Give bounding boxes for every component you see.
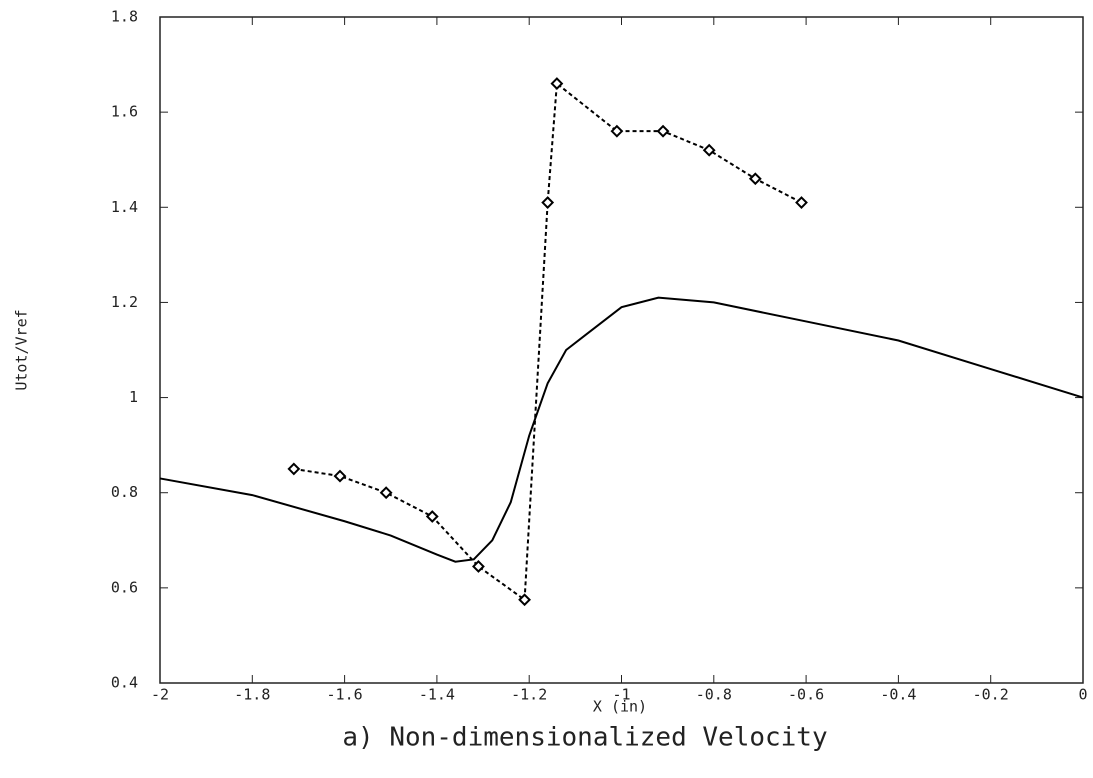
y-tick-label: 0.6 <box>111 578 138 596</box>
y-tick-label: 0.8 <box>111 483 138 501</box>
data-marker <box>748 172 762 186</box>
x-tick-label: -0.8 <box>696 686 732 704</box>
data-marker <box>656 124 670 138</box>
x-tick-label: -1.2 <box>511 686 547 704</box>
x-tick-label: -1.6 <box>327 686 363 704</box>
caption: a) Non-dimensionalized Velocity <box>342 723 827 753</box>
y-axis-label: Utot/Vref <box>13 309 31 390</box>
y-tick-label: 1.2 <box>111 293 138 311</box>
data-marker <box>333 469 347 483</box>
data-marker <box>379 486 393 500</box>
series-line <box>293 81 802 602</box>
x-tick-label: -0.4 <box>880 686 916 704</box>
data-marker <box>550 77 564 91</box>
data-marker <box>472 560 485 573</box>
data-marker <box>425 510 439 523</box>
data-marker <box>518 593 531 607</box>
x-tick-label: -1.8 <box>234 686 270 704</box>
plot-frame <box>159 16 1084 684</box>
data-marker <box>541 196 555 209</box>
x-axis-label: X (in) <box>593 698 647 716</box>
data-marker <box>287 462 301 476</box>
x-tick-label: -1 <box>612 686 630 704</box>
y-tick-label: 1.4 <box>111 198 138 216</box>
data-marker <box>702 143 716 157</box>
x-tick-label: -2 <box>151 686 169 704</box>
x-tick-label: 0 <box>1078 686 1087 704</box>
series-line <box>159 296 1084 563</box>
x-tick-label: -0.6 <box>788 686 824 704</box>
y-tick-label: 1.6 <box>111 103 138 121</box>
x-tick-label: -1.4 <box>419 686 455 704</box>
data-marker <box>795 196 808 209</box>
y-tick-label: 0.4 <box>111 674 138 692</box>
y-tick-label: 1.8 <box>111 8 138 26</box>
y-tick-label: 1 <box>129 388 138 406</box>
data-marker <box>610 124 624 138</box>
x-tick-label: -0.2 <box>973 686 1009 704</box>
